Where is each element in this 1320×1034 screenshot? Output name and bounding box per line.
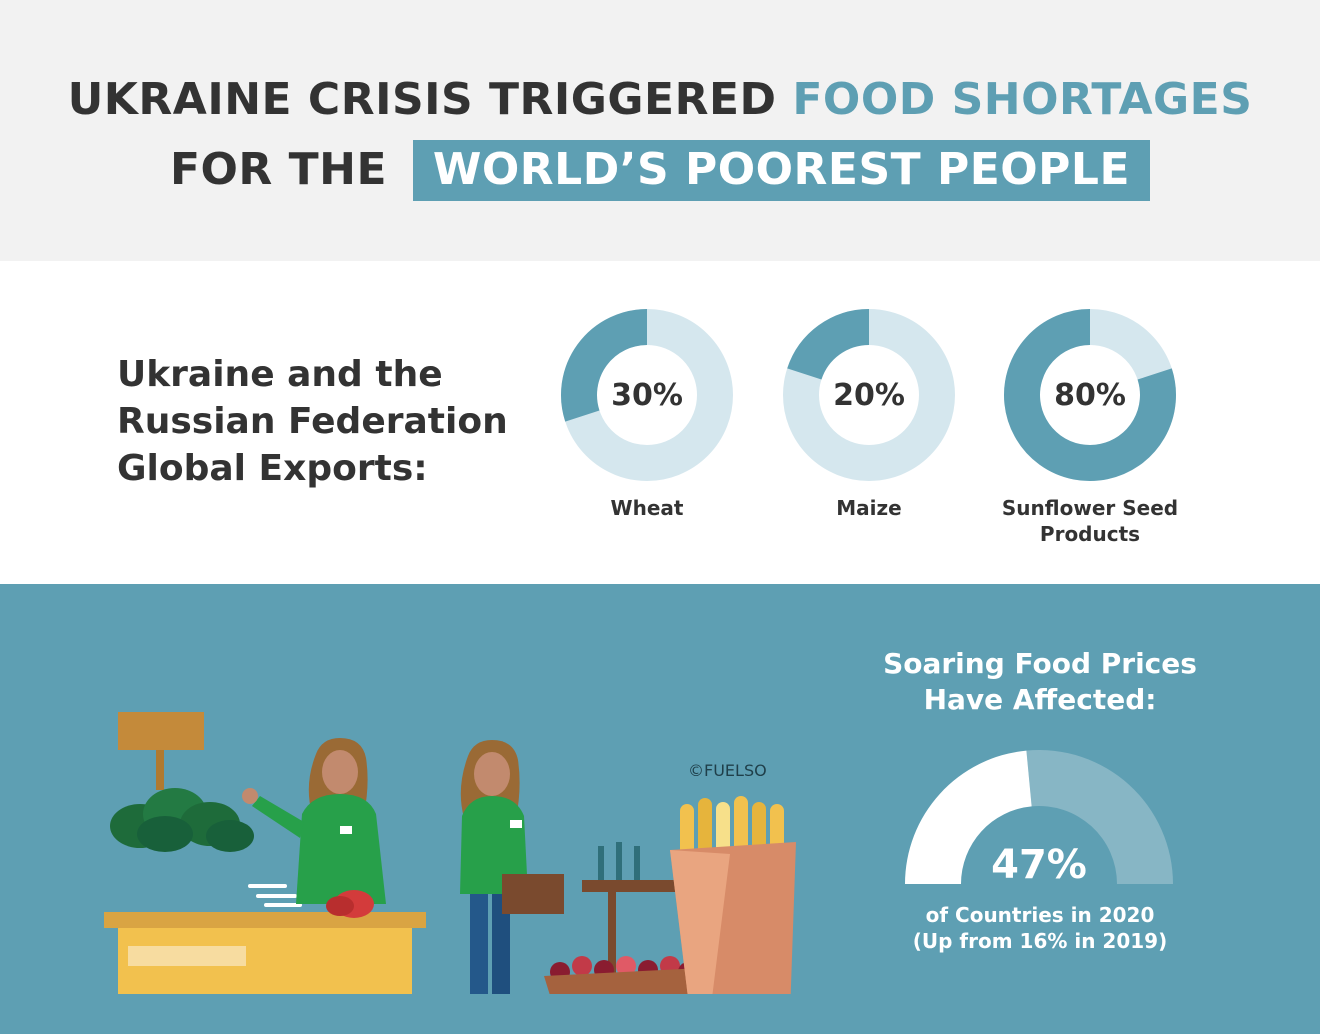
header-banner: UKRAINE CRISIS TRIGGERED FOOD SHORTAGES … [0,0,1320,261]
gauge-track [1026,750,1173,884]
counter-label-icon [128,946,246,966]
sign-post-icon [156,750,164,790]
title-highlight: WORLD’S POOREST PEOPLE [412,140,1151,201]
exports-label-line-3: Global Exports: [117,448,428,489]
vendor-woman-1-icon [242,738,386,918]
prices-title-line-1: Soaring Food Prices [883,647,1197,680]
apple-basket-icon [544,956,702,994]
motion-lines-icon [248,884,302,907]
prices-title: Soaring Food Prices Have Affected: [880,646,1200,718]
sign-board-icon [118,712,204,750]
sunflower-donut-value: 80% [1054,378,1126,413]
table-leg-icon [608,892,616,994]
title-line-1: UKRAINE CRISIS TRIGGERED FOOD SHORTAGES [0,74,1320,125]
sunflower-label: Sunflower Seed Products [970,495,1210,547]
maize-donut-chart: 20% [783,309,955,481]
title-main-2: FOR THE [169,144,388,195]
sunflower-label-line-2: Products [1039,522,1141,546]
maize-label: Maize [836,496,902,520]
gauge-subtitle-line-1: of Countries in 2020 [925,903,1155,927]
title-accent: FOOD SHORTAGES [792,74,1253,125]
gauge-fill [905,750,1032,884]
cabbage-icon [110,788,254,852]
maize-donut-value: 20% [833,378,905,413]
exports-section: Ukraine and the Russian Federation Globa… [0,261,1320,584]
sunflower-donut-arc [1004,309,1176,481]
countries-gauge-chart: 47% [905,750,1173,884]
title-line-2: FOR THE WORLD’S POOREST PEOPLE [0,140,1320,201]
wheat-donut-chart: 30% [561,309,733,481]
prices-section: ©FUELSO Soaring Food Prices Have Affecte… [0,584,1320,1034]
prices-title-line-2: Have Affected: [923,683,1157,716]
vendor-woman-2-icon [460,740,564,994]
gauge-value: 47% [991,842,1087,884]
counter-top-icon [104,912,426,928]
gauge-subtitle-line-2: (Up from 16% in 2019) [912,929,1168,953]
credit-text: ©FUELSO [688,761,767,780]
wheat-label: Wheat [610,496,684,520]
exports-label: Ukraine and the Russian Federation Globa… [117,351,508,492]
sunflower-label-line-1: Sunflower Seed [1001,496,1179,520]
sunflower-donut-chart: 80% [1004,309,1176,481]
wheat-donut-arc [561,309,648,422]
title-main-1: UKRAINE CRISIS TRIGGERED [67,74,777,125]
market-vendors-illustration: ©FUELSO [104,712,796,994]
bottles-icon [598,842,640,880]
maize-donut-arc [787,309,870,381]
exports-label-line-2: Russian Federation [117,401,508,442]
gauge-subtitle: of Countries in 2020 (Up from 16% in 201… [880,902,1200,954]
exports-label-line-1: Ukraine and the [117,354,443,395]
wheat-donut-value: 30% [611,378,683,413]
corn-bag-icon [670,796,796,994]
table-top-icon [582,880,682,892]
